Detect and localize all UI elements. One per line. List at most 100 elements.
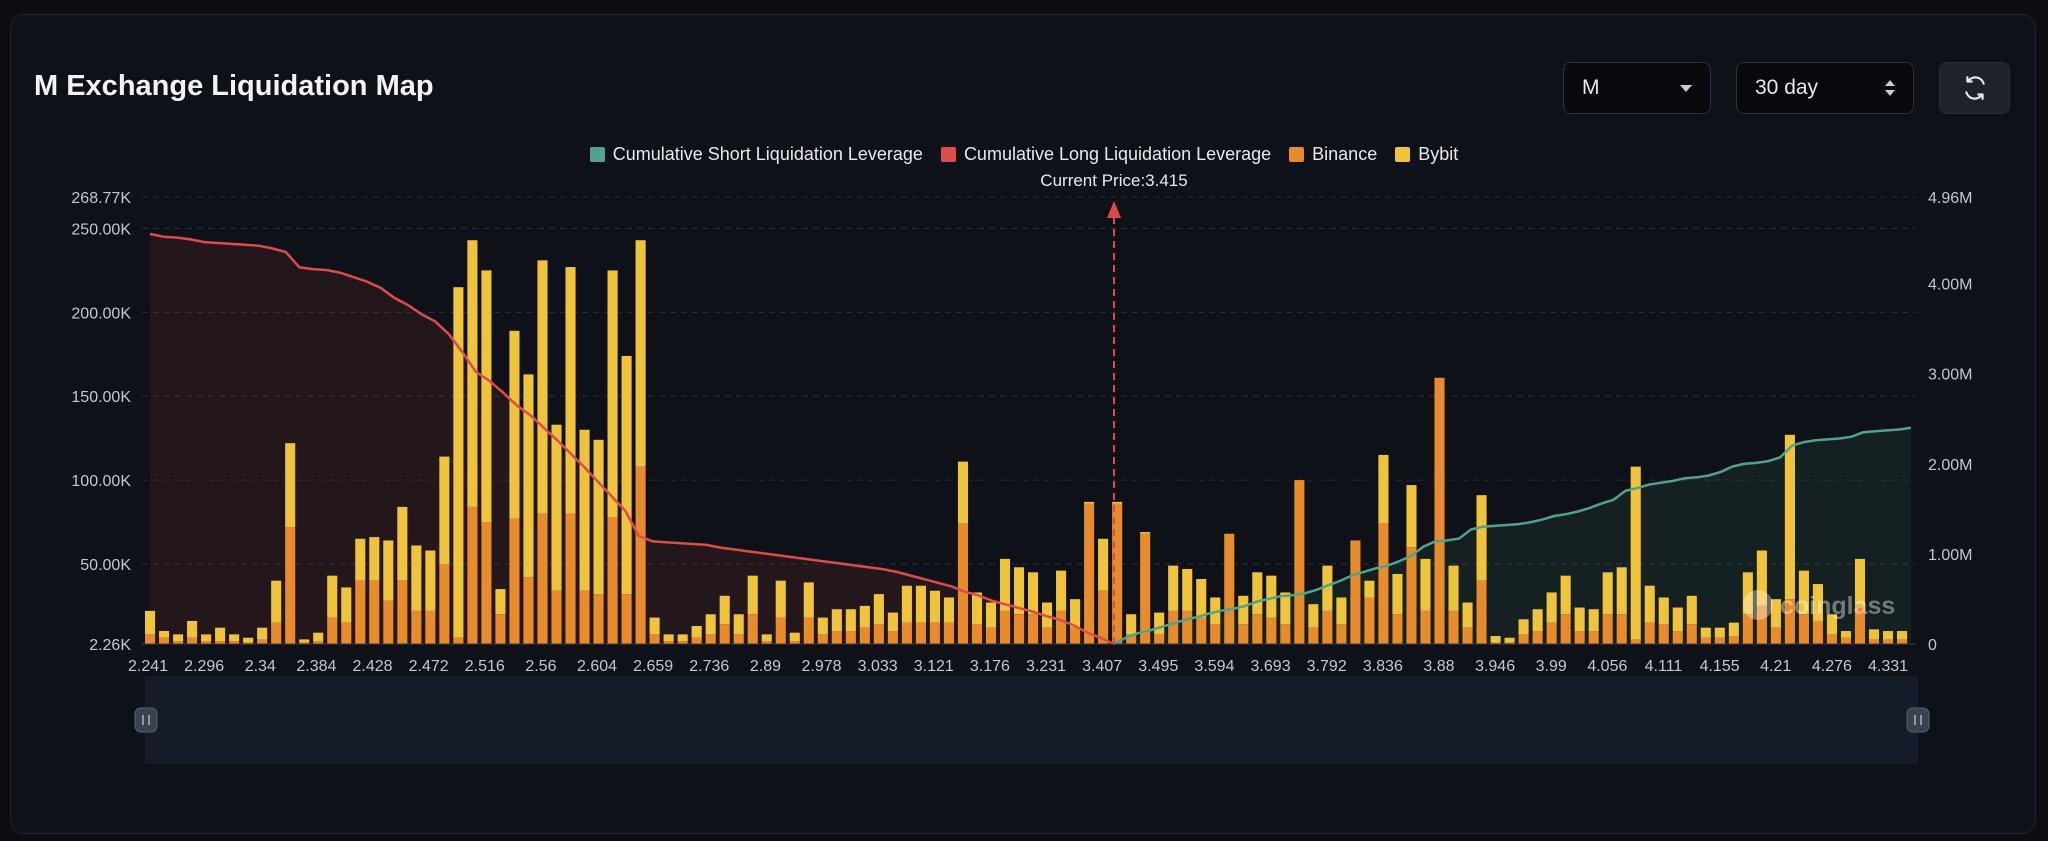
bar-binance <box>313 641 324 644</box>
bar-binance <box>691 637 702 644</box>
bar-binance <box>1406 547 1417 644</box>
bar-binance <box>789 641 800 644</box>
bar-bybit <box>1840 631 1852 638</box>
bar-bybit <box>1392 573 1403 615</box>
bar-binance <box>537 513 548 644</box>
bar-binance <box>943 622 954 644</box>
bar-binance <box>1448 610 1459 644</box>
bar-bybit <box>271 580 282 623</box>
bar-bybit <box>495 589 506 615</box>
bar-bybit <box>551 424 562 591</box>
bar-bybit <box>1364 580 1375 598</box>
bar-binance <box>257 639 268 644</box>
bar-binance <box>817 634 828 644</box>
bar-binance <box>705 634 716 644</box>
bar-binance <box>1476 580 1487 644</box>
legend-swatch-binance <box>1289 147 1305 162</box>
bar-bybit <box>1084 501 1095 504</box>
bar-bybit <box>1028 572 1039 615</box>
bar-binance <box>1336 624 1347 644</box>
current-price-arrow-icon <box>1107 201 1121 218</box>
bar-binance <box>1868 639 1880 644</box>
x-tick-label: 2.89 <box>750 658 781 675</box>
legend-label-binance: Binance <box>1312 144 1378 164</box>
bar-binance <box>565 513 576 644</box>
bar-bybit <box>509 330 520 519</box>
bar-bybit <box>845 609 856 632</box>
range-stepper-value: 30 day <box>1755 76 1819 99</box>
y-left-tick-label: 50.00K <box>80 557 131 574</box>
bar-bybit <box>1728 622 1739 637</box>
bar-bybit <box>621 355 632 595</box>
x-tick-label: 3.407 <box>1082 658 1122 675</box>
bar-binance <box>971 624 983 644</box>
legend-item-short[interactable]: Cumulative Short Liquidation Leverage <box>589 144 923 165</box>
bar-bybit <box>1420 558 1431 611</box>
range-stepper[interactable]: 30 day <box>1736 62 1914 114</box>
bar-binance <box>411 610 422 644</box>
bar-binance <box>299 642 310 644</box>
short-area-fill <box>1114 427 1911 644</box>
bar-bybit <box>1266 575 1277 618</box>
x-tick-label: 4.331 <box>1868 658 1908 675</box>
bar-bybit <box>1658 597 1669 625</box>
y-right-tick-label: 4.96M <box>1928 190 1972 207</box>
bar-bybit <box>299 639 310 643</box>
bar-binance <box>1350 540 1361 644</box>
bar-binance <box>1518 634 1529 644</box>
bar-binance <box>677 641 688 644</box>
legend-item-bybit[interactable]: Bybit <box>1395 144 1458 165</box>
x-tick-label: 2.428 <box>352 658 392 675</box>
bar-bybit <box>747 575 758 615</box>
bar-binance <box>1714 637 1725 644</box>
bar-bybit <box>243 637 254 643</box>
bar-bybit <box>1322 565 1333 611</box>
bar-binance <box>1168 610 1179 644</box>
bar-binance <box>187 637 198 644</box>
symbol-select[interactable]: M <box>1563 62 1711 114</box>
bar-binance <box>523 577 534 644</box>
bar-bybit <box>803 582 814 618</box>
bar-bybit <box>1406 485 1417 548</box>
bar-binance <box>439 563 450 644</box>
bar-bybit <box>467 240 478 507</box>
bar-binance <box>1070 627 1081 644</box>
bar-binance <box>397 580 408 644</box>
legend-item-long[interactable]: Cumulative Long Liquidation Leverage <box>940 144 1271 165</box>
bar-binance <box>327 617 338 644</box>
bar-binance <box>1588 631 1599 644</box>
legend-item-binance[interactable]: Binance <box>1289 144 1377 165</box>
bar-binance <box>1280 624 1291 644</box>
bar-bybit <box>1252 572 1263 615</box>
bar-bybit <box>1336 597 1347 625</box>
bar-binance <box>649 634 660 644</box>
bar-binance <box>1546 622 1557 644</box>
bar-bybit <box>873 594 884 625</box>
y-left-tick-label: 150.00K <box>71 389 131 406</box>
bar-bybit <box>761 634 772 642</box>
bar-binance <box>453 637 464 644</box>
bar-bybit <box>1798 570 1809 615</box>
bar-bybit <box>1784 434 1795 600</box>
x-tick-label: 2.472 <box>409 658 449 675</box>
x-tick-label: 3.836 <box>1363 658 1403 675</box>
refresh-button[interactable] <box>1939 62 2010 114</box>
bar-binance <box>1112 503 1123 644</box>
bar-binance <box>145 634 156 644</box>
bar-binance <box>1210 624 1221 644</box>
bar-bybit <box>397 506 408 581</box>
y-left-tick-label: 2.26K <box>89 637 131 654</box>
bar-binance <box>1028 614 1039 644</box>
bar-binance <box>1686 624 1697 644</box>
legend-label-bybit: Bybit <box>1418 144 1459 164</box>
bar-bybit <box>1616 567 1627 615</box>
x-tick-label: 2.604 <box>577 658 617 675</box>
bar-binance <box>775 617 786 644</box>
bar-bybit <box>1098 538 1109 591</box>
bar-bybit <box>635 240 646 467</box>
bar-bybit <box>1574 607 1585 632</box>
bar-bybit <box>229 634 240 642</box>
bar-binance <box>425 610 436 644</box>
bar-bybit <box>313 632 324 642</box>
